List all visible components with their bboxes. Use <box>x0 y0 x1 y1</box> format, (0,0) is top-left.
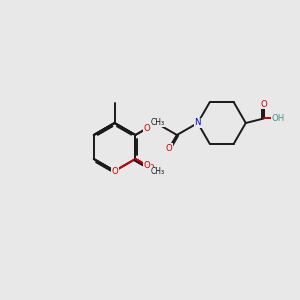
Text: O: O <box>143 124 150 133</box>
Text: OH: OH <box>272 114 285 123</box>
Text: O: O <box>111 167 118 176</box>
Text: CH₃: CH₃ <box>150 167 164 176</box>
Text: N: N <box>194 118 201 127</box>
Text: CH₃: CH₃ <box>150 118 164 127</box>
Text: O: O <box>260 100 267 109</box>
Text: O: O <box>143 161 150 170</box>
Text: O: O <box>148 164 154 172</box>
Text: O: O <box>166 144 172 153</box>
